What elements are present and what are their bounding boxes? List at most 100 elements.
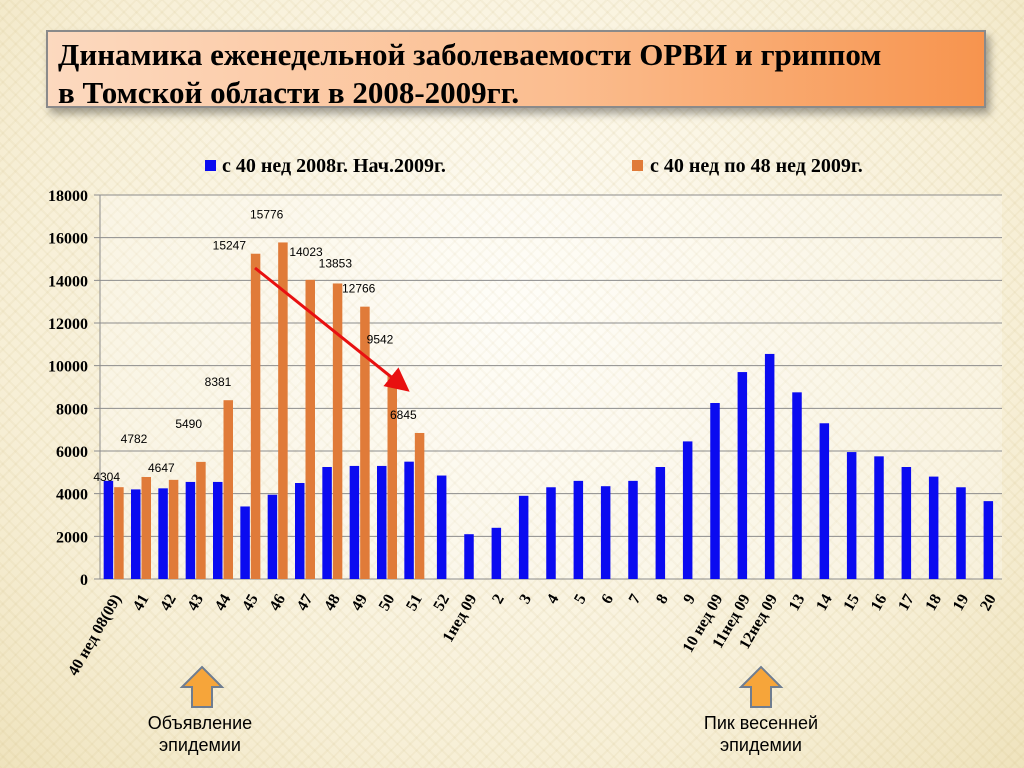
bar-blue [240, 506, 250, 579]
y-tick-label: 2000 [56, 529, 88, 546]
data-label: 9542 [367, 332, 394, 346]
x-tick-label: 13 [786, 592, 809, 614]
bar-blue [349, 465, 360, 579]
x-tick-label: 47 [294, 592, 317, 614]
y-tick-label: 14000 [48, 273, 88, 290]
y-tick-label: 4000 [56, 487, 88, 504]
y-tick-label: 0 [80, 572, 88, 589]
left-note-line-1: Объявление [147, 713, 253, 733]
up-arrow-icon [179, 665, 225, 708]
data-label: 5490 [175, 417, 202, 431]
data-label: 14023 [289, 245, 323, 259]
left-note-line-2: эпидемии [159, 735, 241, 755]
y-tick-label: 10000 [48, 359, 88, 376]
chart-title: Динамика еженедельной заболеваемости ОРВ… [48, 32, 984, 112]
y-tick-label: 6000 [56, 444, 88, 461]
bar-orange [250, 253, 261, 580]
x-tick-label: 17 [895, 592, 918, 614]
data-label: 6845 [390, 408, 417, 422]
legend-label-orange: с 40 нед по 48 нед 2009г. [650, 155, 863, 177]
bar-blue [546, 487, 556, 579]
x-tick-label: 43 [184, 592, 207, 614]
bar-blue [682, 441, 693, 579]
bar-orange [114, 487, 124, 579]
x-tick-label: 15 [840, 592, 863, 614]
bar-orange [332, 283, 343, 579]
data-label: 4782 [121, 432, 148, 446]
trend-arrow-icon [254, 266, 410, 392]
data-label: 15247 [213, 239, 247, 253]
bar-blue [764, 353, 775, 579]
y-tick-label: 16000 [48, 231, 88, 248]
bar-blue [322, 467, 332, 579]
bar-blue [464, 534, 474, 579]
x-tick-label: 20 [977, 592, 1000, 614]
bar-blue [600, 486, 611, 579]
bar-blue [103, 480, 114, 579]
x-tick-label: 40 нед 08(09) [65, 592, 125, 679]
x-tick-label: 51 [403, 592, 426, 614]
bar-blue [158, 488, 168, 579]
x-tick-label: 18 [922, 592, 945, 614]
bar-blue [404, 461, 414, 579]
bar-blue [928, 476, 939, 579]
bar-blue [655, 467, 666, 579]
x-tick-label: 19 [950, 592, 973, 614]
bar-blue [983, 501, 994, 579]
bar-blue [377, 465, 387, 579]
x-tick-label: 52 [430, 592, 453, 614]
bar-orange [141, 476, 151, 579]
title-line-2: в Томской области в 2008-2009гг. [58, 75, 520, 110]
legend-swatch-blue [205, 160, 216, 171]
bar-blue [267, 494, 278, 579]
title-line-1: Динамика еженедельной заболеваемости ОРВ… [58, 37, 882, 72]
data-label: 4647 [148, 461, 175, 475]
bar-orange [305, 279, 315, 579]
spring-peak-note: Пик весенней эпидемии [686, 712, 836, 756]
bar-orange [387, 375, 397, 579]
bar-blue [518, 495, 529, 579]
x-tick-label: 8 [653, 592, 672, 607]
x-tick-label: 9 [680, 592, 699, 607]
x-tick-label: 4 [544, 592, 563, 607]
x-tick-label: 49 [348, 592, 371, 614]
x-tick-label: 3 [516, 592, 535, 607]
bar-orange [360, 306, 370, 579]
bar-blue [295, 483, 305, 579]
bar-blue [491, 527, 502, 579]
data-label: 12766 [342, 282, 376, 296]
data-label: 8381 [205, 375, 232, 389]
x-tick-label: 46 [266, 592, 289, 614]
bar-blue [737, 372, 748, 579]
up-arrow-icon [738, 665, 784, 708]
x-tick-label: 44 [212, 592, 235, 614]
x-tick-label: 42 [157, 592, 180, 614]
y-tick-label: 12000 [48, 316, 88, 333]
bar-blue [819, 423, 830, 579]
y-tick-label: 8000 [56, 401, 88, 418]
y-tick-label: 18000 [48, 188, 88, 205]
right-note-line-2: эпидемии [720, 735, 802, 755]
x-tick-label: 2 [489, 592, 508, 607]
x-tick-label: 48 [321, 592, 344, 614]
bar-orange [223, 400, 233, 579]
epidemic-announcement-note: Объявление эпидемии [130, 712, 270, 756]
x-tick-label: 41 [130, 592, 153, 614]
bar-blue [710, 403, 720, 579]
bar-blue [956, 487, 966, 579]
bar-blue [573, 480, 584, 579]
bar-blue [436, 475, 447, 579]
bar-orange [278, 242, 288, 580]
x-tick-label: 50 [376, 592, 399, 614]
right-note-line-1: Пик весенней [703, 713, 819, 733]
bar-orange [414, 432, 425, 579]
data-label: 15776 [250, 207, 284, 221]
bar-blue [213, 481, 223, 579]
bar-blue [874, 456, 884, 579]
x-tick-label: 5 [571, 592, 590, 607]
bar-blue [131, 489, 141, 579]
legend-label-blue: с 40 нед 2008г. Нач.2009г. [222, 155, 446, 177]
bar-blue [846, 452, 857, 579]
